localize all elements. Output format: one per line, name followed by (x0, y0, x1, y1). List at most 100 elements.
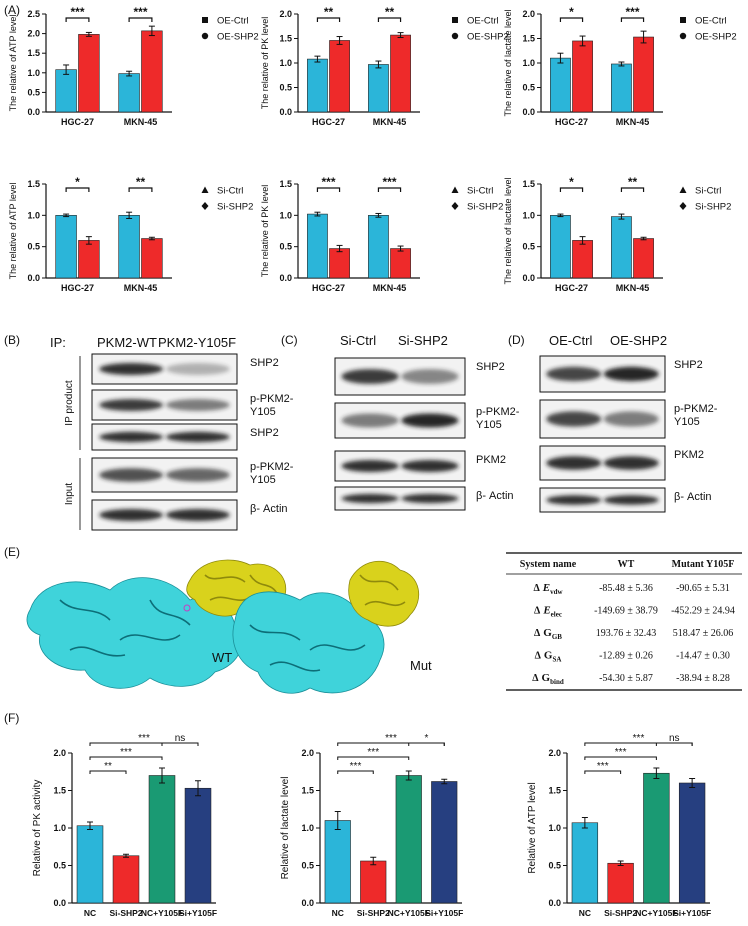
significance-bracket (65, 17, 90, 22)
table-name-part: E (542, 582, 550, 594)
significance-label: ** (628, 175, 638, 189)
y-tick-label: 0.5 (279, 83, 292, 93)
legend-label: OE-SHP2 (217, 32, 259, 43)
y-tick-label: 0.5 (301, 861, 314, 871)
lane-label: OE-Ctrl (549, 333, 593, 348)
table-name-part: G (542, 672, 551, 684)
table-cell: -12.89 ± 0.26 (599, 651, 653, 662)
significance-bracket (377, 17, 402, 22)
blot-band (546, 456, 602, 470)
bar (643, 772, 670, 904)
y-tick-label: 0.0 (522, 273, 535, 283)
blot-band (401, 413, 459, 428)
y-tick-label: 1.0 (548, 823, 561, 833)
significance-bracket (584, 756, 657, 760)
y-tick-label: 1.5 (27, 48, 40, 58)
significance-label: ns (175, 733, 186, 744)
significance-bracket (559, 17, 584, 22)
table-name-part: G (543, 627, 552, 639)
significance-label: *** (633, 733, 645, 744)
table-name-part: Δ (533, 583, 540, 594)
significance-bracket (377, 187, 402, 192)
y-axis-label: The relative of ATP level (8, 183, 18, 280)
bar (611, 63, 632, 113)
table-name-part: SA (552, 656, 561, 664)
legend-marker (201, 186, 209, 193)
significance-bracket (620, 187, 645, 192)
legend-marker (451, 202, 459, 210)
x-tick-label: MKN-45 (124, 283, 158, 293)
significance-label: *** (625, 5, 639, 19)
y-axis-label: Relative of PK activity (32, 780, 43, 877)
bar (184, 787, 212, 904)
legend-label: OE-Ctrl (695, 16, 727, 27)
significance-bracket (161, 742, 199, 746)
bar (55, 215, 77, 279)
table-name-part: GB (552, 633, 562, 641)
legend-marker (452, 17, 458, 23)
band-label: p-PKM2-Y105 (250, 461, 294, 486)
blot-band (99, 399, 164, 411)
significance-bracket (316, 187, 341, 192)
table-name-part: Δ (534, 628, 541, 639)
structure-label: WT (212, 650, 232, 665)
bar (607, 862, 634, 904)
y-tick-label: 1.0 (27, 210, 40, 220)
y-axis-label: The relative of ATP level (8, 15, 18, 112)
significance-label: ** (104, 761, 112, 772)
blot-band (341, 413, 399, 428)
y-tick-label: 2.0 (522, 9, 535, 19)
significance-bracket (559, 187, 584, 192)
significance-label: * (569, 175, 574, 189)
y-tick-label: 0.0 (279, 107, 292, 117)
significance-label: *** (597, 761, 609, 772)
lane-label: PKM2-WT (97, 335, 157, 350)
y-tick-label: 2.0 (53, 748, 66, 758)
x-tick-label: Si+Y105F (425, 908, 463, 918)
y-tick-label: 0.5 (522, 242, 535, 252)
significance-bracket (337, 756, 410, 760)
panel-label: (B) (4, 333, 20, 347)
legend-label: OE-Ctrl (467, 16, 499, 27)
y-tick-label: 1.0 (279, 210, 292, 220)
blot-band (99, 509, 164, 521)
significance-label: * (425, 733, 429, 744)
legend-marker (680, 17, 686, 23)
legend-label: OE-SHP2 (695, 32, 737, 43)
significance-bracket (89, 756, 163, 760)
bar (431, 781, 458, 904)
legend-marker (451, 186, 459, 193)
x-tick-label: Si-SHP2 (604, 908, 637, 918)
y-tick-label: 1.5 (53, 786, 66, 796)
y-tick-label: 2.0 (279, 9, 292, 19)
y-tick-label: 0.0 (53, 898, 66, 908)
bar (329, 40, 350, 113)
blot-band (165, 399, 230, 411)
significance-bracket (128, 187, 153, 192)
x-tick-label: MKN-45 (616, 117, 650, 127)
x-tick-label: Si+Y105F (673, 908, 711, 918)
table-name-part: elec (551, 611, 562, 619)
x-tick-label: HGC-27 (312, 283, 345, 293)
table-cell: 193.76 ± 32.43 (596, 628, 657, 639)
significance-label: *** (70, 5, 84, 19)
blot-band (401, 369, 459, 384)
bar (55, 69, 77, 113)
table-cell: -452.29 ± 24.94 (671, 606, 735, 617)
table-row-name: Δ GGB (534, 627, 562, 641)
blot-band (165, 468, 230, 482)
bar (368, 64, 389, 113)
y-tick-label: 1.5 (279, 179, 292, 189)
significance-bracket (89, 770, 127, 774)
bar (148, 775, 176, 904)
bar (572, 40, 593, 113)
legend-label: Si-SHP2 (217, 202, 253, 213)
significance-label: *** (367, 747, 379, 758)
panel-label: (C) (281, 333, 298, 347)
band-label: β- Actin (250, 503, 288, 515)
y-tick-label: 1.5 (522, 34, 535, 44)
bar (76, 825, 104, 904)
y-tick-label: 1.5 (27, 179, 40, 189)
significance-bracket (584, 770, 622, 774)
